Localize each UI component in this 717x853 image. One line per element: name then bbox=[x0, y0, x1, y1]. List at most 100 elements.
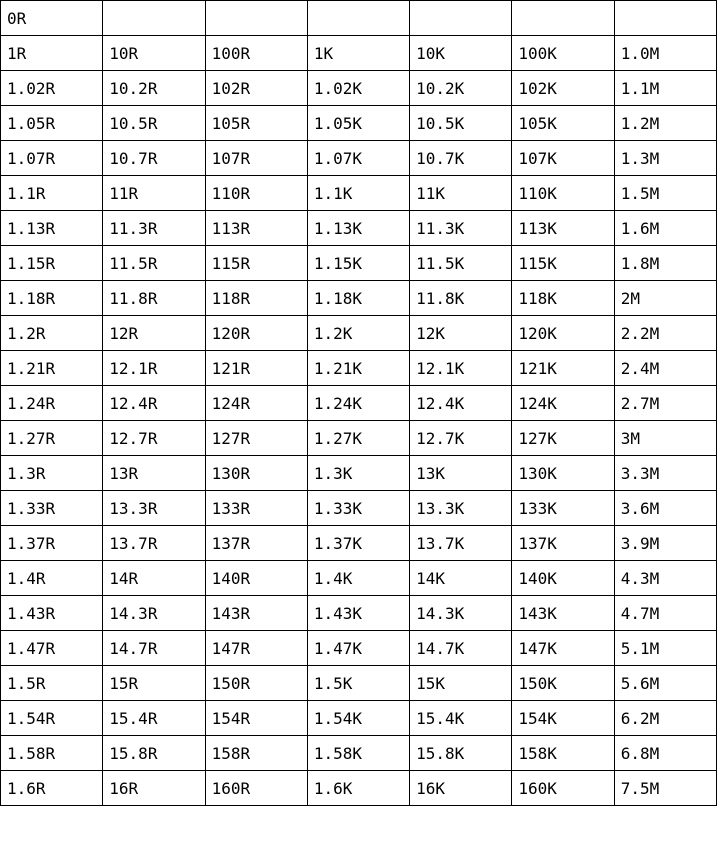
table-row: 1.21R12.1R121R1.21K12.1K121K2.4M bbox=[1, 351, 717, 386]
table-cell: 15.8K bbox=[410, 736, 512, 771]
table-cell: 1.1K bbox=[307, 176, 409, 211]
table-cell: 12.4R bbox=[103, 386, 205, 421]
table-cell: 15.4K bbox=[410, 701, 512, 736]
table-cell: 0R bbox=[1, 1, 103, 36]
table-cell: 1.8M bbox=[614, 246, 716, 281]
table-cell: 1.02K bbox=[307, 71, 409, 106]
table-cell: 105K bbox=[512, 106, 614, 141]
table-cell bbox=[205, 1, 307, 36]
table-cell: 12K bbox=[410, 316, 512, 351]
table-cell: 13K bbox=[410, 456, 512, 491]
table-cell: 1.5K bbox=[307, 666, 409, 701]
table-cell: 107K bbox=[512, 141, 614, 176]
table-cell: 1.24K bbox=[307, 386, 409, 421]
table-cell: 1.1M bbox=[614, 71, 716, 106]
table-row: 1.4R14R140R1.4K14K140K4.3M bbox=[1, 561, 717, 596]
table-cell: 130R bbox=[205, 456, 307, 491]
table-cell: 4.3M bbox=[614, 561, 716, 596]
table-cell: 1.47K bbox=[307, 631, 409, 666]
table-cell: 150K bbox=[512, 666, 614, 701]
table-cell: 7.5M bbox=[614, 771, 716, 806]
table-cell: 1.15K bbox=[307, 246, 409, 281]
table-cell: 127K bbox=[512, 421, 614, 456]
table-row: 1.54R15.4R154R1.54K15.4K154K6.2M bbox=[1, 701, 717, 736]
table-cell: 1.33R bbox=[1, 491, 103, 526]
table-cell: 13.7K bbox=[410, 526, 512, 561]
table-row: 1.47R14.7R147R1.47K14.7K147K5.1M bbox=[1, 631, 717, 666]
table-cell: 15.4R bbox=[103, 701, 205, 736]
table-cell: 1.3R bbox=[1, 456, 103, 491]
table-cell: 1.24R bbox=[1, 386, 103, 421]
table-cell: 11.8K bbox=[410, 281, 512, 316]
table-cell: 5.1M bbox=[614, 631, 716, 666]
table-cell: 115K bbox=[512, 246, 614, 281]
table-cell: 1.07K bbox=[307, 141, 409, 176]
table-cell: 6.8M bbox=[614, 736, 716, 771]
table-cell: 160K bbox=[512, 771, 614, 806]
table-row: 1.24R12.4R124R1.24K12.4K124K2.7M bbox=[1, 386, 717, 421]
table-cell bbox=[307, 1, 409, 36]
table-cell: 143R bbox=[205, 596, 307, 631]
table-row: 1.58R15.8R158R1.58K15.8K158K6.8M bbox=[1, 736, 717, 771]
table-cell: 1.0M bbox=[614, 36, 716, 71]
table-cell: 13.7R bbox=[103, 526, 205, 561]
table-cell: 10.2K bbox=[410, 71, 512, 106]
table-cell: 1.6M bbox=[614, 211, 716, 246]
table-cell: 100K bbox=[512, 36, 614, 71]
table-cell: 13.3R bbox=[103, 491, 205, 526]
table-cell: 160R bbox=[205, 771, 307, 806]
table-cell: 14.3K bbox=[410, 596, 512, 631]
table-cell: 124K bbox=[512, 386, 614, 421]
table-cell: 12.7R bbox=[103, 421, 205, 456]
table-cell: 3.3M bbox=[614, 456, 716, 491]
resistor-value-table: 0R1R10R100R1K10K100K1.0M1.02R10.2R102R1.… bbox=[0, 0, 717, 806]
table-cell: 115R bbox=[205, 246, 307, 281]
table-cell: 150R bbox=[205, 666, 307, 701]
table-cell: 1.18R bbox=[1, 281, 103, 316]
table-cell: 10R bbox=[103, 36, 205, 71]
table-row: 1.6R16R160R1.6K16K160K7.5M bbox=[1, 771, 717, 806]
table-cell: 11.3R bbox=[103, 211, 205, 246]
table-cell: 1.21K bbox=[307, 351, 409, 386]
table-cell: 1.21R bbox=[1, 351, 103, 386]
table-cell: 110R bbox=[205, 176, 307, 211]
table-cell: 12.1R bbox=[103, 351, 205, 386]
table-cell: 14K bbox=[410, 561, 512, 596]
table-cell: 4.7M bbox=[614, 596, 716, 631]
table-row: 1.27R12.7R127R1.27K12.7K127K3M bbox=[1, 421, 717, 456]
table-cell: 12.7K bbox=[410, 421, 512, 456]
table-cell: 1K bbox=[307, 36, 409, 71]
table-cell: 1.6K bbox=[307, 771, 409, 806]
table-row: 1.18R11.8R118R1.18K11.8K118K2M bbox=[1, 281, 717, 316]
table-cell: 3.9M bbox=[614, 526, 716, 561]
table-cell: 154K bbox=[512, 701, 614, 736]
table-cell: 1R bbox=[1, 36, 103, 71]
table-cell bbox=[410, 1, 512, 36]
table-cell: 1.5R bbox=[1, 666, 103, 701]
table-row: 1.5R15R150R1.5K15K150K5.6M bbox=[1, 666, 717, 701]
table-cell: 1.05K bbox=[307, 106, 409, 141]
table-cell: 121K bbox=[512, 351, 614, 386]
table-cell: 143K bbox=[512, 596, 614, 631]
table-body: 0R1R10R100R1K10K100K1.0M1.02R10.2R102R1.… bbox=[1, 1, 717, 806]
table-cell: 1.4R bbox=[1, 561, 103, 596]
table-cell: 1.43R bbox=[1, 596, 103, 631]
table-cell: 130K bbox=[512, 456, 614, 491]
table-cell: 1.2M bbox=[614, 106, 716, 141]
table-cell: 110K bbox=[512, 176, 614, 211]
table-cell: 10.5R bbox=[103, 106, 205, 141]
table-row: 1.1R11R110R1.1K11K110K1.5M bbox=[1, 176, 717, 211]
table-cell: 137R bbox=[205, 526, 307, 561]
table-cell: 1.27R bbox=[1, 421, 103, 456]
table-cell: 113R bbox=[205, 211, 307, 246]
table-cell: 102K bbox=[512, 71, 614, 106]
table-cell: 158K bbox=[512, 736, 614, 771]
table-cell: 1.5M bbox=[614, 176, 716, 211]
table-cell: 1.6R bbox=[1, 771, 103, 806]
table-cell: 133R bbox=[205, 491, 307, 526]
table-cell: 11R bbox=[103, 176, 205, 211]
table-cell: 1.13R bbox=[1, 211, 103, 246]
table-cell: 14.7R bbox=[103, 631, 205, 666]
table-cell: 14.7K bbox=[410, 631, 512, 666]
table-cell: 1.02R bbox=[1, 71, 103, 106]
